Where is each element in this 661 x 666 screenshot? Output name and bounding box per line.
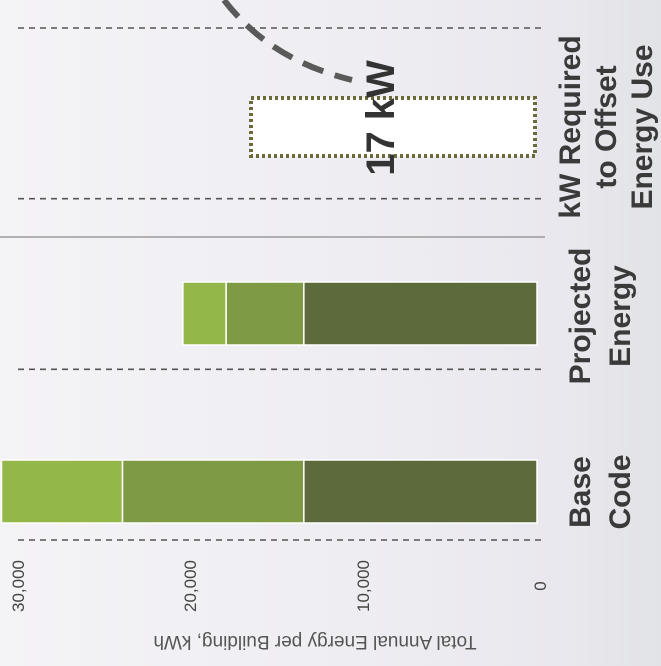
kw-dotted-box xyxy=(249,96,537,158)
y-tick-label-3: 30,000 xyxy=(9,560,28,612)
category-label-0-line-1: Code xyxy=(604,455,637,530)
category-label-1-line-1: Energy xyxy=(604,265,637,367)
category-label-1-line-0: Projected xyxy=(564,248,597,385)
annotations: 17 kW xyxy=(221,0,537,176)
bar-0-seg-2 xyxy=(0,459,124,524)
bar-0-seg-1 xyxy=(121,459,305,524)
y-tick-label-0: 0 xyxy=(531,581,550,590)
gridlines xyxy=(0,27,545,541)
y-axis-label: Total Annual Energy per Building, kWh xyxy=(153,631,476,652)
y-tick-label-2: 20,000 xyxy=(181,560,200,612)
bar-1-seg-2 xyxy=(182,281,227,346)
y-tick-labels: 0 10,000 20,000 30,000 xyxy=(9,560,550,612)
category-label-2-line-1: to Offset xyxy=(590,65,623,188)
bar-1-seg-1 xyxy=(225,281,305,346)
y-tick-label-1: 10,000 xyxy=(354,560,373,612)
category-label-2-line-2: Energy Use xyxy=(626,44,659,209)
kw-dashed-arc xyxy=(221,0,353,83)
category-label-2-line-0: kW Required xyxy=(554,35,587,218)
category-labels: Base Code Projected Energy kW Required to Off… xyxy=(554,35,659,529)
bar-1-seg-0 xyxy=(303,281,538,346)
category-label-0-line-0: Base xyxy=(564,456,597,528)
bars xyxy=(0,281,538,524)
kw-value-label: 17 kW xyxy=(359,60,403,176)
bar-0-seg-0 xyxy=(303,459,538,524)
